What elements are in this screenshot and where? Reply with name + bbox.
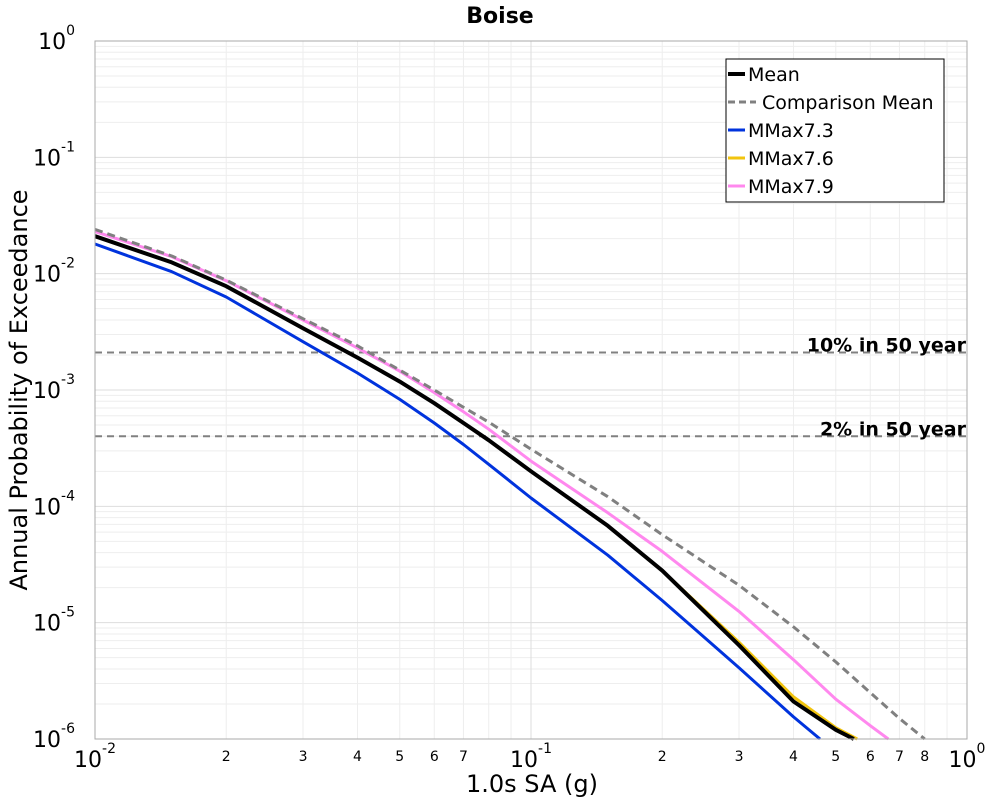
legend-label: MMax7.9 <box>748 176 834 198</box>
y-tick-exponent: 0 <box>66 23 75 39</box>
legend-label: Mean <box>748 64 800 86</box>
x-minor-tick-label: 7 <box>895 749 904 765</box>
y-ticks: 100 10-1 10-2 10-3 10-4 10-5 10-6 <box>33 23 75 753</box>
y-tick-label: 100 <box>38 23 75 55</box>
y-tick-label: 10-2 <box>33 256 75 288</box>
x-minor-tick-label: 6 <box>866 749 875 765</box>
y-tick-label: 10-3 <box>33 372 75 404</box>
series-line <box>94 227 926 741</box>
series-line <box>94 242 821 741</box>
x-minor-tick-label: 3 <box>299 749 308 765</box>
series-line <box>94 234 855 741</box>
legend-label: Comparison Mean <box>762 92 934 114</box>
y-tick-exponent: -4 <box>61 488 75 504</box>
chart-title: Boise <box>466 4 533 29</box>
x-minor-tick-label: 5 <box>831 749 840 765</box>
y-tick-label: 10-6 <box>33 721 75 753</box>
x-minor-tick-label: 3 <box>735 749 744 765</box>
x-tick-exponent: -1 <box>538 741 552 757</box>
x-minor-tick-label: 7 <box>459 749 468 765</box>
plot-frame <box>94 40 968 740</box>
x-tick-exponent: -2 <box>102 741 116 757</box>
legend: Mean Comparison Mean MMax7.3 MMax7.6 MMax7.9 <box>725 58 945 203</box>
legend-label: MMax7.3 <box>748 120 834 142</box>
y-tick-exponent: -2 <box>61 256 75 272</box>
x-minor-tick-label: 2 <box>222 749 231 765</box>
x-minor-tick-label: 5 <box>395 749 404 765</box>
legend-box <box>725 58 945 203</box>
reference-line-label: 2% in 50 year <box>820 418 967 440</box>
y-tick-exponent: -3 <box>61 372 75 388</box>
x-axis-label: 1.0s SA (g) <box>466 770 598 798</box>
legend-label: MMax7.6 <box>748 148 834 170</box>
y-tick-label: 10-5 <box>33 605 75 637</box>
y-tick-exponent: -6 <box>61 721 75 737</box>
x-tick-label: 10-2 <box>74 741 116 773</box>
x-tick-exponent: 0 <box>977 741 986 757</box>
x-minor-tick-label: 8 <box>920 749 929 765</box>
y-tick-label: 10-4 <box>33 488 75 520</box>
reference-lines: 10% in 50 year 2% in 50 year <box>95 335 967 440</box>
x-minor-tick-label: 4 <box>789 749 798 765</box>
legend-items: Mean Comparison Mean MMax7.3 MMax7.6 MMax7.9 <box>728 64 934 198</box>
y-tick-label: 10-1 <box>33 139 75 171</box>
x-tick-label: 100 <box>949 741 986 773</box>
reference-line-label: 10% in 50 year <box>807 335 967 357</box>
y-tick-exponent: -1 <box>61 139 75 155</box>
y-axis-label: Annual Probability of Exceedance <box>5 189 33 590</box>
x-tick-label: 10-1 <box>510 741 552 773</box>
series-group <box>94 227 926 741</box>
x-minor-tick-label: 4 <box>353 749 362 765</box>
x-minor-tick-label: 2 <box>658 749 667 765</box>
y-tick-exponent: -5 <box>61 605 75 621</box>
x-minor-tick-label: 6 <box>430 749 439 765</box>
